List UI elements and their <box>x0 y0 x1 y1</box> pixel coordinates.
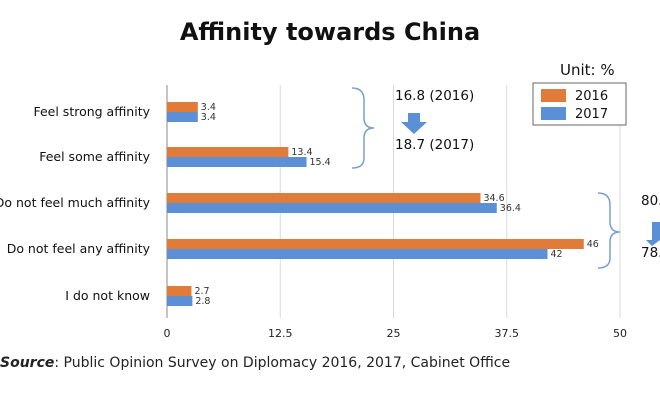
source-label: Source <box>0 355 55 371</box>
annotation-2016: 16.8 (2016) <box>395 88 474 104</box>
legend: 2016 2017 <box>532 82 627 126</box>
source-note: Source: Public Opinion Survey on Diploma… <box>0 355 510 371</box>
category-labels: Feel strong affinity Feel some affinity Do… <box>0 104 151 303</box>
bar-2017 <box>167 296 193 306</box>
bar-2016 <box>167 147 289 157</box>
bar-2016 <box>167 286 192 296</box>
bars: 3.4 13.4 34.6 46 2.7 3.4 15.4 36.4 42 2.8 <box>167 102 599 307</box>
bar-2017 <box>167 112 198 122</box>
value-label: 36.4 <box>500 203 521 214</box>
x-tick-label: 25 <box>387 327 401 340</box>
value-label: 46 <box>587 239 599 250</box>
value-label: 2.8 <box>195 296 210 307</box>
bar-2016 <box>167 239 584 249</box>
annotations: 16.8 (2016) 18.7 (2017) 80. 78. <box>351 87 660 269</box>
chart-title: Affinity towards China <box>179 18 481 46</box>
arrow-down-icon <box>401 113 427 134</box>
value-label: 3.4 <box>201 102 216 113</box>
x-tick-label: 0 <box>164 327 171 340</box>
category-label: Do not feel any affinity <box>7 241 151 256</box>
annotation-2017: 18.7 (2017) <box>395 137 474 153</box>
value-label: 13.4 <box>291 147 312 158</box>
category-label: I do not know <box>65 288 150 303</box>
unit-label: Unit: % <box>560 61 615 79</box>
legend-label-2017: 2017 <box>575 107 608 122</box>
x-tick-label: 12.5 <box>268 327 293 340</box>
annotation-no-2017: 78. <box>641 245 660 261</box>
arrow-down-icon <box>646 222 660 246</box>
bar-2016 <box>167 193 481 203</box>
value-label: 34.6 <box>483 193 504 204</box>
legend-label-2016: 2016 <box>575 89 608 104</box>
category-label: Do not feel much affinity <box>0 195 151 210</box>
bar-2017 <box>167 203 497 213</box>
category-label: Feel some affinity <box>39 149 150 164</box>
value-label: 42 <box>551 249 563 260</box>
value-label: 3.4 <box>201 112 216 123</box>
bracket-no-affinity <box>597 192 621 269</box>
legend-swatch-2017 <box>541 107 566 120</box>
value-label: 2.7 <box>194 286 209 297</box>
x-tick-label: 50 <box>613 327 627 340</box>
source-text: : Public Opinion Survey on Diplomacy 201… <box>54 355 511 371</box>
annotation-no-2016: 80. <box>641 193 660 209</box>
category-label: Feel strong affinity <box>33 104 150 119</box>
bracket-affinity <box>351 87 375 169</box>
bar-2016 <box>167 102 198 112</box>
x-tick-label: 37.5 <box>495 327 520 340</box>
legend-swatch-2016 <box>541 89 566 102</box>
value-label: 15.4 <box>310 157 331 168</box>
x-tick-labels: 0 12.5 25 37.5 50 <box>164 327 628 340</box>
bar-2017 <box>167 157 307 167</box>
bar-2017 <box>167 249 548 259</box>
